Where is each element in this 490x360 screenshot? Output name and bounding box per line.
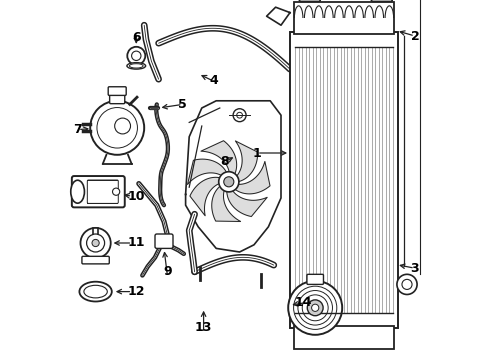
Text: 5: 5 <box>178 98 187 111</box>
Circle shape <box>312 304 319 311</box>
Text: 10: 10 <box>128 190 146 203</box>
FancyBboxPatch shape <box>82 256 109 264</box>
FancyBboxPatch shape <box>110 93 125 104</box>
Ellipse shape <box>127 63 146 69</box>
Circle shape <box>113 188 120 195</box>
Polygon shape <box>201 141 237 175</box>
Circle shape <box>224 177 234 187</box>
Text: 14: 14 <box>294 296 312 309</box>
FancyBboxPatch shape <box>299 0 320 1</box>
Circle shape <box>402 279 412 289</box>
FancyBboxPatch shape <box>87 180 118 203</box>
Polygon shape <box>234 162 270 194</box>
FancyBboxPatch shape <box>108 87 126 95</box>
Circle shape <box>219 172 239 192</box>
Circle shape <box>233 109 246 122</box>
Text: 3: 3 <box>411 262 419 275</box>
Bar <box>290 32 398 328</box>
Text: 8: 8 <box>220 156 229 168</box>
Bar <box>294 326 394 349</box>
Circle shape <box>237 112 243 118</box>
Text: 2: 2 <box>411 30 419 42</box>
Ellipse shape <box>84 285 107 298</box>
Polygon shape <box>212 186 241 221</box>
Ellipse shape <box>79 282 112 301</box>
Bar <box>294 2 394 34</box>
Circle shape <box>127 47 145 65</box>
Circle shape <box>87 234 104 252</box>
Polygon shape <box>188 159 227 184</box>
FancyBboxPatch shape <box>307 274 323 284</box>
Circle shape <box>90 101 144 155</box>
Ellipse shape <box>71 180 84 203</box>
Circle shape <box>115 118 130 134</box>
Circle shape <box>302 295 328 321</box>
Text: 1: 1 <box>252 147 261 159</box>
Circle shape <box>97 108 138 148</box>
Circle shape <box>288 281 342 335</box>
Text: 9: 9 <box>163 265 172 278</box>
Text: 7: 7 <box>74 123 82 136</box>
Text: 12: 12 <box>128 285 146 298</box>
Circle shape <box>132 51 141 60</box>
FancyBboxPatch shape <box>155 234 173 248</box>
Circle shape <box>397 274 417 294</box>
Polygon shape <box>186 101 281 252</box>
Circle shape <box>307 300 323 316</box>
Text: 6: 6 <box>132 31 141 44</box>
FancyBboxPatch shape <box>72 176 125 207</box>
Circle shape <box>92 239 99 247</box>
Ellipse shape <box>129 64 143 68</box>
Polygon shape <box>190 177 220 216</box>
Text: 13: 13 <box>195 321 212 334</box>
Circle shape <box>298 291 333 325</box>
Circle shape <box>294 286 337 329</box>
Polygon shape <box>235 141 258 182</box>
Text: 4: 4 <box>209 75 218 87</box>
FancyBboxPatch shape <box>371 0 392 1</box>
Circle shape <box>80 228 111 258</box>
Text: 11: 11 <box>128 237 146 249</box>
Polygon shape <box>227 190 267 216</box>
